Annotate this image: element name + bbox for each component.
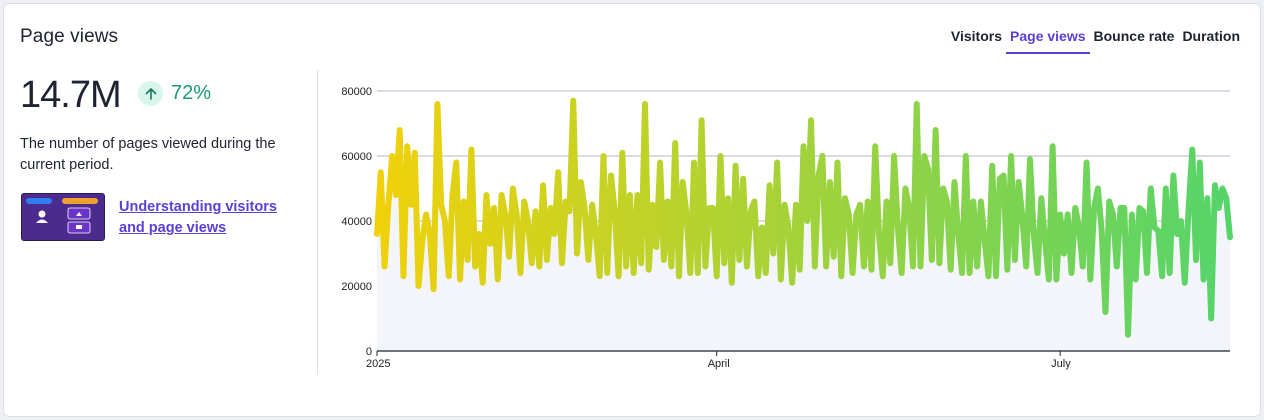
x-tick-label: April [708,358,730,370]
card-title: Page views [20,26,119,47]
understanding-visitors-link[interactable]: Understanding visitors and page views [119,199,277,236]
page-views-chart: 0200004000060000800002025AprilJulyOctobe… [341,86,1233,370]
x-tick-label: 2025 [366,358,390,370]
change-percent: 72% [171,82,212,104]
tutorial-thumbnail[interactable] [21,193,105,241]
y-tick-label: 0 [366,346,372,358]
metric-change: 72% [138,81,211,106]
page-views-card: Page views Visitors Page views Bounce ra… [3,3,1261,417]
tab-page-views[interactable]: Page views [1006,26,1090,54]
tab-visitors[interactable]: Visitors [950,28,1003,44]
series-line [374,97,1233,338]
y-tick-label: 80000 [341,86,372,98]
arrow-up-icon [138,81,163,106]
y-tick-label: 60000 [341,151,372,163]
y-tick-label: 40000 [341,216,372,228]
tab-duration[interactable]: Duration [1182,28,1240,44]
metric-total: 14.7M [20,74,122,116]
y-tick-label: 20000 [341,281,372,293]
x-tick-label: July [1051,358,1071,370]
tab-bounce-rate[interactable]: Bounce rate [1093,28,1175,44]
panel-divider [317,70,318,374]
metric-tabs: Visitors Page views Bounce rate Duration [947,26,1244,54]
metric-description: The number of pages viewed during the cu… [20,136,276,173]
